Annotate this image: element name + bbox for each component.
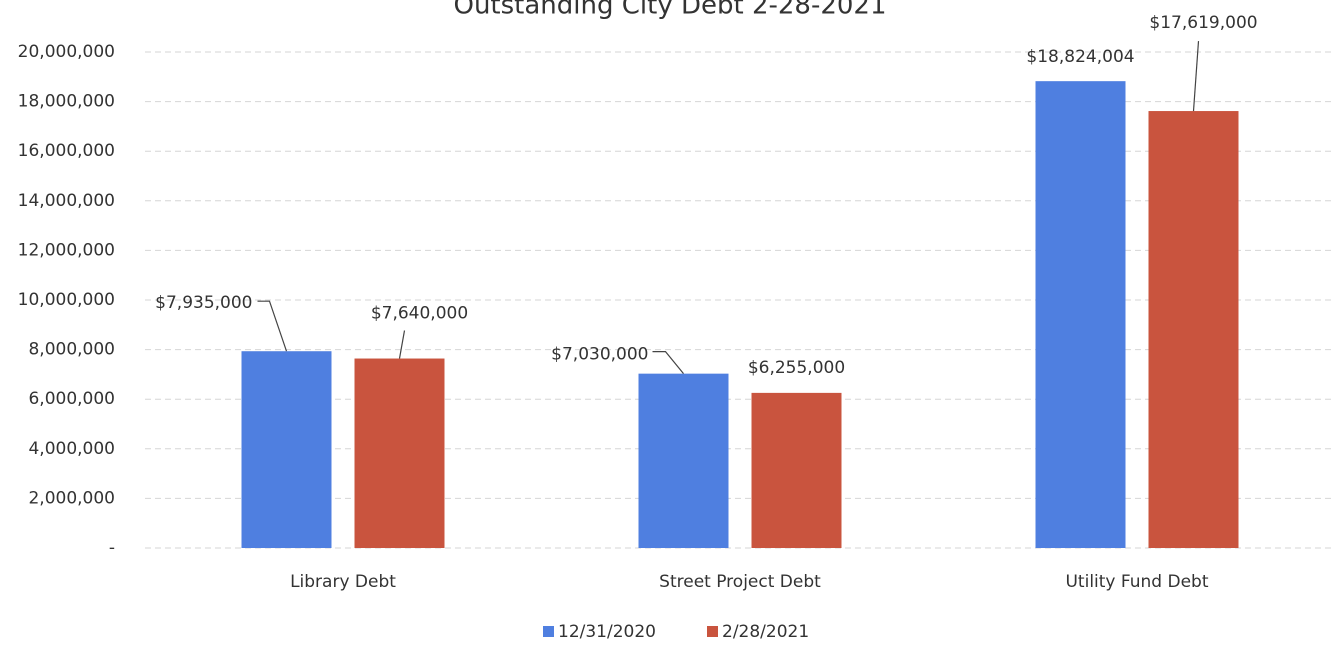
leader-line xyxy=(257,300,288,352)
bar xyxy=(638,373,729,548)
y-tick-label: 16,000,000 xyxy=(18,141,115,161)
data-label: $18,824,004 xyxy=(1026,47,1134,67)
data-label: $7,935,000 xyxy=(155,293,252,313)
bar xyxy=(354,358,445,548)
data-label: $6,255,000 xyxy=(748,358,845,378)
y-tick-label: 2,000,000 xyxy=(28,488,115,508)
chart-title: Outstanding City Debt 2-28-2021 xyxy=(453,0,886,21)
x-tick-label: Library Debt xyxy=(290,572,396,592)
bar xyxy=(1035,81,1126,548)
y-tick-label: - xyxy=(109,538,115,558)
y-tick-label: 10,000,000 xyxy=(18,290,115,310)
y-tick-label: 6,000,000 xyxy=(28,389,115,409)
legend-label: 2/28/2021 xyxy=(722,622,809,642)
y-tick-label: 20,000,000 xyxy=(18,42,115,62)
leader-line xyxy=(398,330,406,359)
y-tick-label: 12,000,000 xyxy=(18,240,115,260)
data-label: $7,030,000 xyxy=(551,345,648,365)
x-tick-label: Utility Fund Debt xyxy=(1065,572,1208,592)
bar xyxy=(751,392,842,548)
legend-label: 12/31/2020 xyxy=(558,622,656,642)
x-tick-label: Street Project Debt xyxy=(659,572,821,592)
bar xyxy=(1148,111,1239,548)
y-tick-label: 4,000,000 xyxy=(28,439,115,459)
legend-swatch xyxy=(543,626,554,637)
data-label: $7,640,000 xyxy=(371,304,468,324)
data-label: $17,619,000 xyxy=(1149,13,1257,33)
leader-line xyxy=(1192,41,1200,112)
bar xyxy=(241,351,332,548)
y-tick-label: 18,000,000 xyxy=(18,92,115,112)
legend-swatch xyxy=(707,626,718,637)
leader-line xyxy=(652,351,684,375)
y-tick-label: 14,000,000 xyxy=(18,191,115,211)
y-tick-label: 8,000,000 xyxy=(28,340,115,360)
